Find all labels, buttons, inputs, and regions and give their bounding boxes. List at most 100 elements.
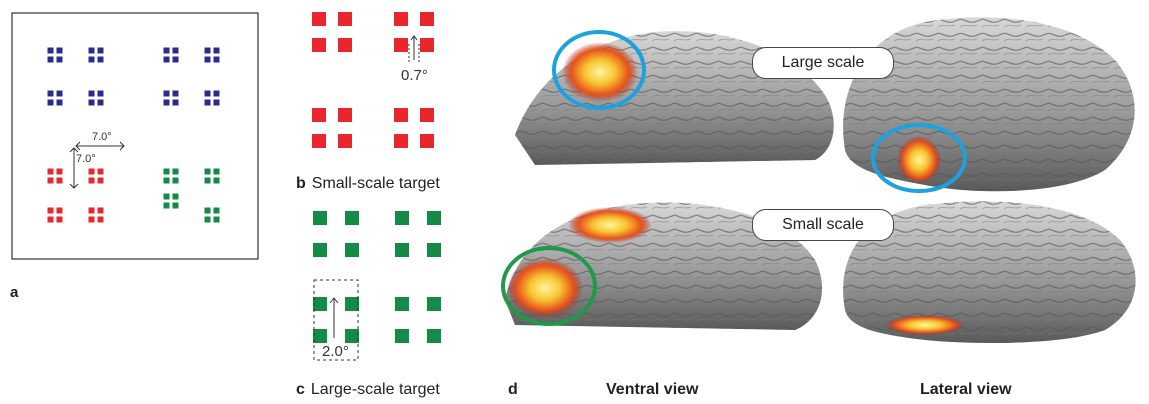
blue-element (172, 90, 179, 97)
blue-element (47, 99, 54, 106)
blue-element (172, 99, 179, 106)
blue-element (204, 90, 211, 97)
red-element (312, 38, 326, 52)
stimulus-frame (11, 12, 259, 260)
red-element (56, 216, 63, 223)
blue-element (213, 56, 220, 63)
green-element (213, 168, 220, 175)
large-scale-label: Large scale (752, 47, 894, 79)
panel-c-caption-text: Large-scale target (310, 381, 440, 398)
green-element (172, 168, 179, 175)
red-element (47, 207, 54, 214)
red-element (47, 177, 54, 184)
large-gap-marker (313, 279, 359, 361)
blue-element (56, 56, 63, 63)
green-element (213, 216, 220, 223)
small-gap-marker (408, 35, 420, 62)
red-element (338, 108, 352, 122)
red-element (338, 12, 352, 26)
red-element (88, 168, 95, 175)
green-element (345, 329, 359, 343)
green-element (395, 243, 409, 257)
red-element (420, 108, 434, 122)
stimulus-array (47, 47, 220, 223)
red-element (394, 134, 408, 148)
blue-element (88, 90, 95, 97)
blue-element (172, 56, 179, 63)
green-element (395, 211, 409, 225)
large-gap-label: 2.0° (322, 343, 349, 360)
lateral-view-label: Lateral view (920, 381, 1012, 398)
green-element (204, 168, 211, 175)
blue-element (97, 47, 104, 54)
blue-element (213, 47, 220, 54)
green-element (313, 329, 327, 343)
green-element (395, 297, 409, 311)
blue-element (213, 90, 220, 97)
green-element (313, 297, 327, 311)
red-element (420, 134, 434, 148)
activation-blob (885, 315, 965, 335)
panel-b-caption-text: Small-scale target (311, 175, 440, 192)
blue-element (56, 47, 63, 54)
blue-element (88, 56, 95, 63)
red-element (394, 12, 408, 26)
panel-c-letter: c (296, 381, 305, 398)
panel-d-letter: d (508, 381, 518, 398)
panel-bc-figure: 0.7° 2.0° (312, 12, 441, 361)
red-element (338, 134, 352, 148)
blue-element (97, 90, 104, 97)
blue-element (163, 90, 170, 97)
green-element (427, 211, 441, 225)
red-element (56, 177, 63, 184)
v-spacing-arrow (69, 147, 79, 189)
h-spacing-arrow (75, 141, 125, 151)
blue-element (163, 47, 170, 54)
panel-b-caption: b Small-scale target (296, 175, 440, 193)
blue-element (47, 90, 54, 97)
green-element (213, 207, 220, 214)
blue-element (56, 99, 63, 106)
blue-element (47, 47, 54, 54)
green-element (172, 193, 179, 200)
green-element (172, 202, 179, 209)
green-element (204, 207, 211, 214)
panel-b-letter: b (296, 175, 306, 192)
blue-element (47, 56, 54, 63)
green-element (163, 168, 170, 175)
small-scale-target (312, 12, 434, 148)
red-element (420, 38, 434, 52)
red-element (420, 12, 434, 26)
green-element (163, 202, 170, 209)
green-element (395, 329, 409, 343)
green-element (204, 216, 211, 223)
small-gap-label: 0.7° (401, 67, 428, 84)
activation-blob (507, 258, 583, 318)
blue-element (204, 99, 211, 106)
red-element (394, 108, 408, 122)
blue-element (97, 99, 104, 106)
red-element (97, 216, 104, 223)
h-spacing-label: 7.0° (92, 131, 112, 143)
small-scale-label: Small scale (752, 209, 894, 241)
panel-a-letter: a (10, 284, 19, 301)
small-scale-circle-ventral (501, 246, 597, 326)
activation-blob (897, 136, 941, 184)
green-element (427, 329, 441, 343)
v-spacing-label: 7.0° (76, 153, 96, 165)
activation-blob (562, 42, 638, 102)
brain-ventral-small (501, 202, 823, 330)
green-element (313, 211, 327, 225)
red-element (56, 168, 63, 175)
green-element (345, 297, 359, 311)
brain-lateral-small (843, 201, 1136, 343)
blue-element (172, 47, 179, 54)
large-scale-circle-lateral (871, 123, 967, 193)
blue-element (213, 99, 220, 106)
activation-blob (568, 207, 652, 243)
panel-c-caption: c Large-scale target (296, 381, 440, 399)
green-element (213, 177, 220, 184)
large-scale-target (313, 211, 441, 343)
green-element (345, 243, 359, 257)
brain-lateral-large (843, 17, 1135, 193)
